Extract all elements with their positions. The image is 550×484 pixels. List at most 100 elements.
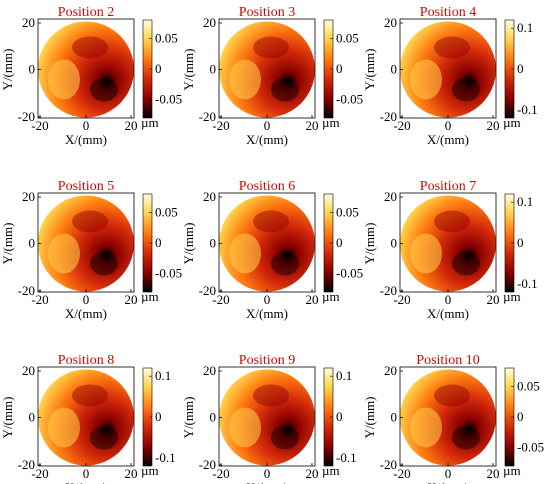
- colorbar-tick-label: -0.05: [517, 440, 544, 455]
- x-tick-label: 0: [264, 118, 271, 133]
- low-region: [434, 210, 470, 233]
- high-region: [229, 233, 261, 274]
- colorbar-tick-label: -0.1: [517, 102, 538, 117]
- x-axis-label: X/(mm): [65, 306, 107, 321]
- high-region: [229, 407, 261, 448]
- y-tick-label: -20: [380, 109, 397, 124]
- low-region: [72, 36, 108, 59]
- y-tick-label: 0: [29, 62, 36, 77]
- y-tick-label: 20: [22, 363, 35, 378]
- x-tick-label: -20: [393, 292, 410, 307]
- colorbar-unit: µm: [322, 289, 340, 304]
- colorbar-tick-label: 0: [517, 235, 524, 250]
- colorbar-tick-label: 0: [155, 409, 162, 424]
- subplot-title: Position 10: [416, 353, 479, 368]
- low-region: [434, 384, 470, 407]
- x-tick-label: -20: [212, 118, 229, 133]
- low-region: [271, 77, 299, 102]
- x-tick-label: 20: [306, 118, 319, 133]
- y-tick-label: 20: [203, 15, 216, 30]
- subplot-title: Position 2: [58, 5, 114, 20]
- low-region: [434, 36, 470, 59]
- x-tick-label: 0: [445, 292, 452, 307]
- colorbar-unit: µm: [322, 115, 340, 130]
- low-region: [452, 425, 480, 450]
- y-axis-label: Y/(mm): [181, 49, 196, 91]
- colorbar-tick-label: 0.05: [155, 30, 178, 45]
- y-tick-label: 0: [210, 410, 217, 425]
- y-axis-label: Y/(mm): [0, 397, 15, 439]
- subplot-title: Position 7: [420, 179, 476, 194]
- low-region: [271, 425, 299, 450]
- colorbar-tick-label: 0.05: [517, 378, 540, 393]
- y-tick-label: -20: [380, 283, 397, 298]
- x-tick-label: 0: [264, 292, 271, 307]
- x-tick-label: 20: [487, 118, 500, 133]
- x-tick-label: 20: [306, 292, 319, 307]
- colorbar-tick-label: 0: [517, 61, 524, 76]
- y-axis-label: Y/(mm): [362, 397, 377, 439]
- colorbar-tick-label: 0: [336, 235, 343, 250]
- x-tick-label: 0: [445, 466, 452, 481]
- high-region: [229, 59, 261, 100]
- y-tick-label: -20: [199, 457, 216, 472]
- low-region: [253, 384, 289, 407]
- x-tick-label: 20: [125, 118, 138, 133]
- x-axis-label: X/(mm): [65, 132, 107, 147]
- x-tick-label: 20: [125, 466, 138, 481]
- y-tick-label: -20: [199, 109, 216, 124]
- colorbar-unit: µm: [141, 463, 159, 478]
- x-axis-label: X/(mm): [65, 480, 107, 484]
- y-axis-label: Y/(mm): [181, 397, 196, 439]
- colorbar-unit: µm: [503, 289, 521, 304]
- x-axis-label: X/(mm): [246, 306, 288, 321]
- colorbar-tick-label: 0.1: [517, 20, 533, 35]
- colorbar-unit: µm: [503, 463, 521, 478]
- x-tick-label: 20: [487, 292, 500, 307]
- low-region: [90, 251, 118, 276]
- colorbar-unit: µm: [141, 289, 159, 304]
- x-tick-label: 20: [125, 292, 138, 307]
- colorbar-tick-label: -0.05: [155, 266, 182, 281]
- colorbar-tick-label: 0.05: [336, 30, 359, 45]
- y-axis-label: Y/(mm): [362, 223, 377, 265]
- high-region: [410, 407, 442, 448]
- colorbar-tick-label: -0.05: [155, 92, 182, 107]
- subplot-title: Position 4: [420, 5, 476, 20]
- subplot-position-5: Position 5 20 0 -20-20 0 20 X/(mm) Y/(mm) 0.05 0 -…: [0, 179, 182, 321]
- high-region: [48, 407, 80, 448]
- colorbar-tick-label: 0.05: [336, 204, 359, 219]
- x-tick-label: 0: [83, 292, 90, 307]
- y-tick-label: 20: [203, 363, 216, 378]
- subplot-position-4: Position 4 20 0 -20-20 0 20 X/(mm) Y/(mm) 0.1 0 -0…: [362, 5, 538, 147]
- y-axis-label: Y/(mm): [0, 223, 15, 265]
- y-tick-label: 0: [391, 410, 398, 425]
- x-tick-label: -20: [212, 292, 229, 307]
- x-tick-label: -20: [393, 466, 410, 481]
- y-tick-label: 0: [29, 410, 36, 425]
- y-axis-label: Y/(mm): [181, 223, 196, 265]
- colorbar-tick-label: 0.1: [336, 368, 352, 383]
- x-tick-label: 0: [83, 466, 90, 481]
- colorbar-tick-label: 0.1: [517, 194, 533, 209]
- y-tick-label: 0: [29, 236, 36, 251]
- colorbar-tick-label: 0: [155, 61, 162, 76]
- high-region: [48, 233, 80, 274]
- colorbar-unit: µm: [322, 463, 340, 478]
- x-axis-label: X/(mm): [246, 132, 288, 147]
- colorbar-tick-label: -0.1: [155, 450, 176, 465]
- x-axis-label: X/(mm): [427, 480, 469, 484]
- colorbar-tick-label: -0.1: [517, 276, 538, 291]
- y-tick-label: 0: [391, 236, 398, 251]
- x-tick-label: 20: [487, 466, 500, 481]
- colorbar-tick-label: 0.05: [155, 204, 178, 219]
- x-tick-label: -20: [31, 292, 48, 307]
- y-tick-label: 20: [384, 15, 397, 30]
- low-region: [253, 210, 289, 233]
- subplot-title: Position 6: [239, 179, 295, 194]
- colorbar-tick-label: 0: [336, 409, 343, 424]
- colorbar-tick-label: 0.1: [155, 368, 171, 383]
- colorbar-tick-label: -0.05: [336, 92, 363, 107]
- y-tick-label: -20: [18, 457, 35, 472]
- y-tick-label: 0: [210, 62, 217, 77]
